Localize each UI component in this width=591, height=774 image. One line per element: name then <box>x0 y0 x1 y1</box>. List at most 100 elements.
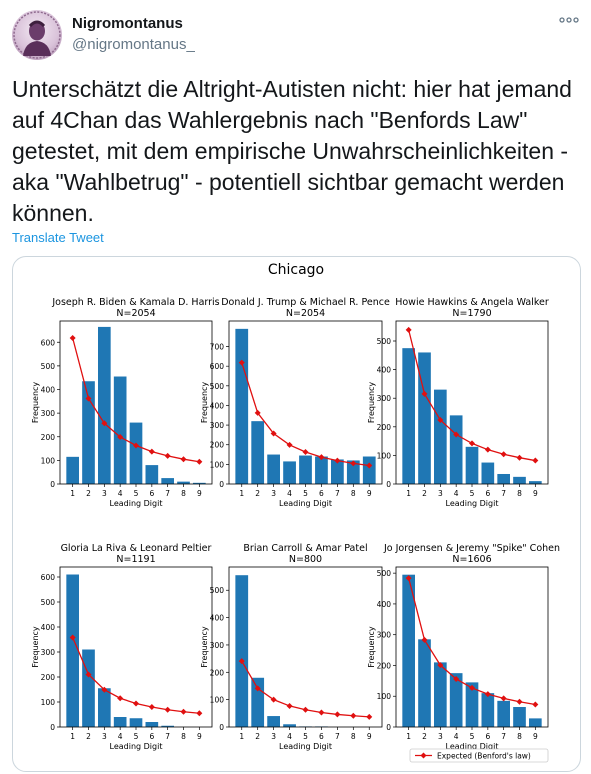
bar <box>402 574 415 727</box>
bar <box>299 455 312 484</box>
bar <box>129 718 143 727</box>
y-axis-label: Frequency <box>31 626 40 668</box>
user-handle[interactable]: @nigromontanus_ <box>72 36 195 53</box>
x-tick-label: 4 <box>118 489 123 498</box>
panel-title: Gloria La Riva & Leonard Peltier <box>61 543 212 554</box>
x-tick-label: 1 <box>70 732 75 741</box>
expected-point <box>516 454 523 461</box>
expected-point <box>238 359 245 366</box>
x-tick-label: 5 <box>470 732 475 741</box>
y-tick-label: 400 <box>210 614 225 623</box>
expected-point <box>148 704 155 710</box>
x-tick-label: 9 <box>367 732 372 741</box>
x-tick-label: 7 <box>165 489 170 498</box>
expected-point <box>405 575 412 582</box>
bar <box>267 454 280 484</box>
y-tick-label: 300 <box>377 631 392 640</box>
expected-point <box>196 458 203 465</box>
bar <box>449 415 463 484</box>
bar <box>513 476 526 484</box>
expected-point <box>270 696 277 703</box>
y-axis-label: Frequency <box>31 382 40 424</box>
tweet-media[interactable]: Chicago Joseph R. Biden & Kamala D. Harri… <box>12 256 581 772</box>
expected-point <box>500 451 507 458</box>
bar <box>449 673 463 727</box>
expected-point <box>469 684 475 691</box>
y-tick-label: 100 <box>377 451 392 460</box>
x-tick-label: 7 <box>165 732 170 741</box>
expected-point <box>437 416 444 423</box>
x-tick-label: 5 <box>470 489 475 498</box>
y-tick-label: 600 <box>210 362 225 371</box>
avatar[interactable] <box>12 10 62 60</box>
bar <box>402 348 415 484</box>
expected-point <box>532 701 539 708</box>
bar <box>82 381 95 484</box>
panel-title: Brian Carroll & Amar Patel <box>243 543 367 554</box>
bar <box>418 639 431 727</box>
y-tick-label: 500 <box>210 586 225 595</box>
bar <box>113 717 127 727</box>
expected-point <box>366 713 373 720</box>
x-tick-label: 7 <box>501 732 506 741</box>
expected-point <box>334 457 341 464</box>
expected-point <box>318 709 325 716</box>
x-tick-label: 8 <box>351 732 356 741</box>
panel-n-label: N=2054 <box>286 308 325 319</box>
x-tick-label: 6 <box>485 489 490 498</box>
more-button[interactable] <box>559 13 579 27</box>
display-name[interactable]: Nigromontanus <box>72 15 183 32</box>
bar <box>177 481 190 484</box>
bar <box>434 662 447 727</box>
x-tick-label: 3 <box>102 732 107 741</box>
bar <box>346 460 360 484</box>
panel-title: Joseph R. Biden & Kamala D. Harris <box>51 297 219 308</box>
expected-point <box>437 662 444 669</box>
x-axis-label: Leading Digit <box>446 499 499 508</box>
panel-n-label: N=1790 <box>452 308 491 319</box>
y-axis-label: Frequency <box>367 382 376 424</box>
expected-point <box>270 430 277 437</box>
bar <box>315 456 328 484</box>
y-tick-label: 500 <box>41 598 56 607</box>
expected-point <box>500 695 507 702</box>
expected-point <box>117 433 124 440</box>
expected-point <box>453 676 460 682</box>
y-tick-label: 200 <box>210 668 225 677</box>
x-tick-label: 5 <box>303 732 308 741</box>
panel-n-label: N=1606 <box>452 554 491 565</box>
y-tick-label: 0 <box>386 723 391 732</box>
expected-point <box>350 712 357 719</box>
expected-point <box>421 636 428 643</box>
y-tick-label: 0 <box>386 480 391 489</box>
more-dots-icon <box>559 17 579 23</box>
bar <box>98 688 111 727</box>
panel-n-label: N=800 <box>289 554 322 565</box>
x-tick-label: 4 <box>287 489 292 498</box>
x-tick-label: 8 <box>517 489 522 498</box>
bar <box>82 649 95 727</box>
bar <box>193 482 206 484</box>
panel-title: Jo Jorgensen & Jeremy "Spike" Cohen <box>383 543 560 554</box>
bar <box>331 459 344 484</box>
y-tick-label: 200 <box>377 423 392 432</box>
x-tick-label: 8 <box>181 732 186 741</box>
x-tick-label: 3 <box>438 732 443 741</box>
x-tick-label: 6 <box>319 489 324 498</box>
bar <box>129 422 143 484</box>
x-tick-label: 1 <box>239 489 244 498</box>
expected-point <box>532 457 539 464</box>
y-tick-label: 100 <box>41 698 56 707</box>
bar <box>235 328 249 484</box>
bar <box>481 462 495 484</box>
y-tick-label: 100 <box>377 692 392 701</box>
y-tick-label: 0 <box>219 480 224 489</box>
y-axis-label: Frequency <box>200 626 209 668</box>
bar <box>465 446 479 484</box>
translate-tweet-link[interactable]: Translate Tweet <box>12 230 104 245</box>
bar <box>161 725 174 727</box>
expected-point <box>254 409 261 416</box>
bar <box>283 461 296 484</box>
expected-point <box>180 708 187 715</box>
y-tick-label: 300 <box>377 394 392 403</box>
